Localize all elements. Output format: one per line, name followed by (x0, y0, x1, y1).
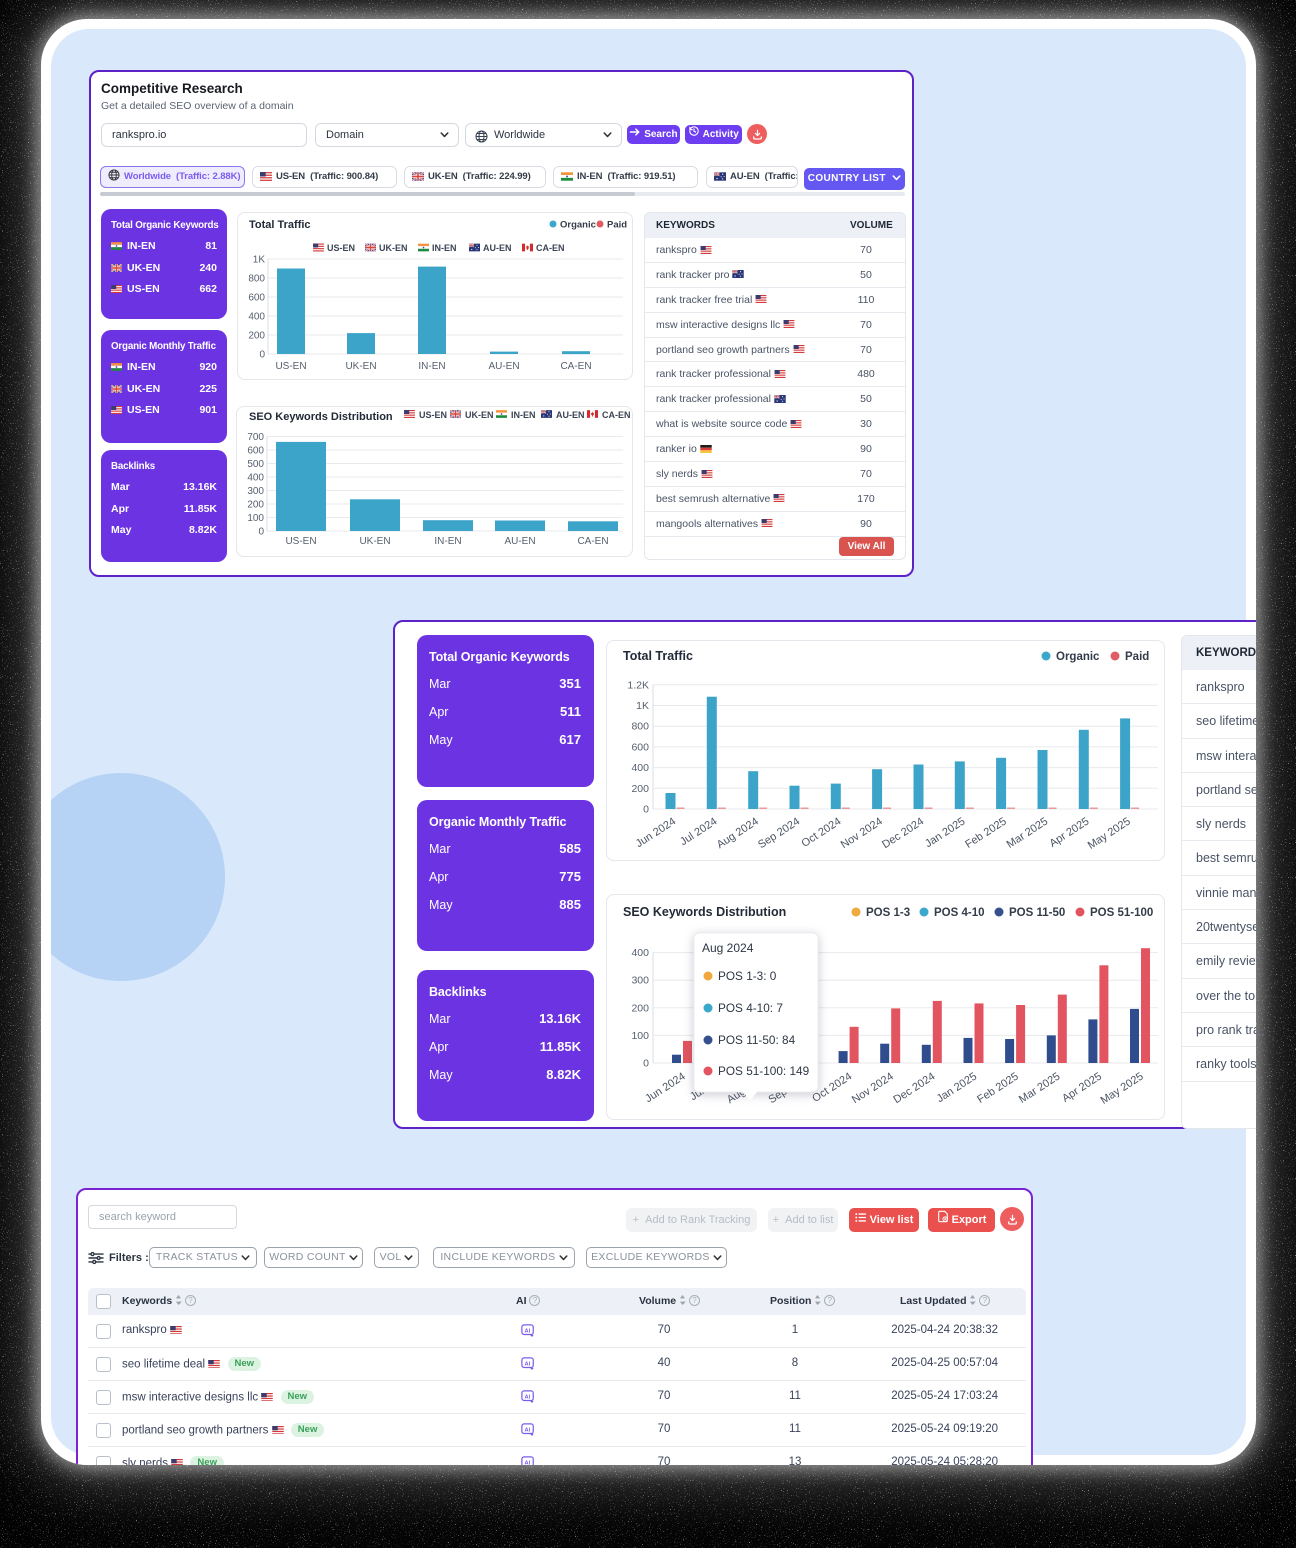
svg-text:Apr 2025: Apr 2025 (1047, 815, 1091, 849)
svg-text:500: 500 (247, 459, 264, 470)
svg-text:Nov 2024: Nov 2024 (850, 1070, 896, 1106)
svg-text:POS 51-100: POS 51-100 (1090, 907, 1153, 919)
svg-text:US-EN: US-EN (327, 243, 355, 253)
svg-text:1.2K: 1.2K (627, 679, 649, 691)
svg-text:IN-EN: IN-EN (511, 410, 536, 420)
svg-text:AI: AI (525, 1394, 531, 1400)
svg-text:200: 200 (631, 783, 649, 795)
svg-text:200: 200 (631, 1002, 649, 1014)
svg-text:800: 800 (631, 721, 649, 733)
svg-text:400: 400 (631, 762, 649, 774)
svg-text:Dec 2024: Dec 2024 (891, 1070, 937, 1106)
svg-text:IN-EN: IN-EN (418, 361, 445, 372)
svg-text:0: 0 (259, 350, 265, 361)
svg-text:400: 400 (631, 947, 649, 959)
svg-text:CA-EN: CA-EN (560, 361, 591, 372)
svg-text:IN-EN: IN-EN (432, 243, 457, 253)
svg-text:600: 600 (248, 293, 265, 304)
svg-text:Jul 2024: Jul 2024 (678, 815, 719, 848)
svg-text:300: 300 (631, 975, 649, 987)
svg-text:1K: 1K (253, 255, 266, 266)
svg-text:1K: 1K (636, 700, 649, 712)
svg-text:100: 100 (247, 513, 264, 524)
svg-text:0: 0 (643, 804, 649, 816)
svg-text:Total Traffic: Total Traffic (249, 219, 311, 231)
svg-text:Aug 2024: Aug 2024 (702, 941, 754, 955)
svg-text:US-EN: US-EN (285, 536, 316, 547)
svg-text:200: 200 (247, 500, 264, 511)
svg-text:CA-EN: CA-EN (577, 536, 608, 547)
svg-text:POS 1-3: POS 1-3 (866, 907, 910, 919)
svg-text:400: 400 (247, 473, 264, 484)
svg-text:SEO Keywords Distribution: SEO Keywords Distribution (623, 905, 786, 919)
svg-text:AU-EN: AU-EN (556, 410, 585, 420)
svg-text:US-EN: US-EN (419, 410, 447, 420)
svg-text:800: 800 (248, 274, 265, 285)
svg-text:UK-EN: UK-EN (379, 243, 408, 253)
svg-text:Feb 2025: Feb 2025 (963, 815, 1009, 850)
svg-text:Organic: Organic (560, 220, 596, 231)
svg-text:AU-EN: AU-EN (488, 361, 519, 372)
svg-text:400: 400 (248, 312, 265, 323)
svg-text:Sep 2024: Sep 2024 (756, 815, 802, 851)
svg-text:Mar 2025: Mar 2025 (1017, 1070, 1063, 1105)
svg-text:Paid: Paid (607, 220, 627, 231)
svg-text:AI: AI (525, 1328, 531, 1334)
svg-text:May 2025: May 2025 (1086, 815, 1133, 851)
svg-text:AI: AI (525, 1460, 531, 1465)
svg-text:Organic: Organic (1056, 651, 1100, 663)
svg-text:Aug 2024: Aug 2024 (715, 815, 761, 851)
svg-text:POS 51-100: 149: POS 51-100: 149 (718, 1064, 809, 1078)
svg-text:700: 700 (247, 432, 264, 443)
svg-text:Jan 2025: Jan 2025 (923, 815, 967, 850)
svg-text:IN-EN: IN-EN (434, 536, 461, 547)
svg-text:Apr 2025: Apr 2025 (1060, 1070, 1104, 1104)
svg-text:Mar 2025: Mar 2025 (1005, 815, 1051, 850)
svg-text:UK-EN: UK-EN (465, 410, 494, 420)
svg-text:UK-EN: UK-EN (345, 361, 376, 372)
svg-text:Paid: Paid (1125, 651, 1149, 663)
svg-text:200: 200 (248, 331, 265, 342)
svg-text:CA-EN: CA-EN (602, 410, 631, 420)
svg-text:300: 300 (247, 486, 264, 497)
svg-text:Jun 2024: Jun 2024 (634, 815, 678, 850)
svg-text:AI: AI (525, 1361, 531, 1367)
svg-text:POS 4-10: POS 4-10 (934, 907, 985, 919)
svg-text:Dec 2024: Dec 2024 (880, 815, 926, 851)
svg-text:POS 11-50: POS 11-50 (1009, 907, 1065, 919)
svg-text:SEO Keywords Distribution: SEO Keywords Distribution (249, 411, 393, 423)
svg-text:AU-EN: AU-EN (483, 243, 512, 253)
svg-text:POS 1-3: 0: POS 1-3: 0 (718, 969, 777, 983)
svg-text:600: 600 (631, 741, 649, 753)
svg-text:600: 600 (247, 446, 264, 457)
svg-text:Nov 2024: Nov 2024 (839, 815, 885, 851)
svg-text:Jun 2024: Jun 2024 (643, 1070, 687, 1105)
svg-text:AU-EN: AU-EN (504, 536, 535, 547)
svg-text:0: 0 (258, 527, 264, 538)
svg-text:AI: AI (525, 1427, 531, 1433)
svg-text:POS 11-50: 84: POS 11-50: 84 (718, 1033, 796, 1047)
svg-text:0: 0 (643, 1058, 649, 1070)
svg-text:UK-EN: UK-EN (359, 536, 390, 547)
svg-text:Jan 2025: Jan 2025 (935, 1070, 979, 1105)
svg-text:Oct 2024: Oct 2024 (799, 815, 843, 849)
svg-text:CA-EN: CA-EN (536, 243, 565, 253)
svg-text:Total Traffic: Total Traffic (623, 649, 693, 663)
svg-text:100: 100 (631, 1030, 649, 1042)
svg-text:Feb 2025: Feb 2025 (975, 1070, 1021, 1105)
svg-text:POS 4-10: 7: POS 4-10: 7 (718, 1001, 783, 1015)
svg-text:US-EN: US-EN (275, 361, 306, 372)
svg-text:May 2025: May 2025 (1099, 1070, 1146, 1106)
